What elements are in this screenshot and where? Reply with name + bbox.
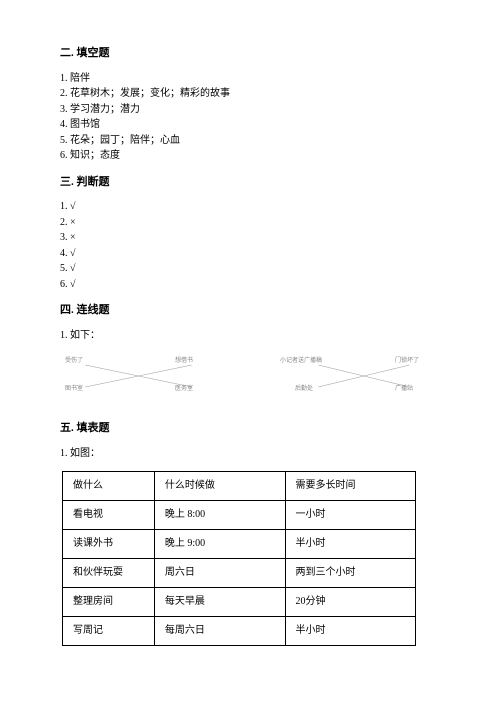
table-cell: 写周记 <box>63 617 155 646</box>
table-cell: 读课外书 <box>63 530 155 559</box>
table-row: 读课外书 晚上 9:00 半小时 <box>63 530 416 559</box>
table-cell: 和伙伴玩耍 <box>63 559 155 588</box>
judge-item: 5. √ <box>60 261 445 277</box>
judge-item: 4. √ <box>60 246 445 262</box>
section4-title: 四. 连线题 <box>60 302 445 320</box>
table-cell: 一小时 <box>285 501 416 530</box>
match-label-bottom-right-a: 医务室 <box>175 385 193 395</box>
section4-prompt: 1. 如下： <box>60 328 445 344</box>
table-row: 写周记 每周六日 半小时 <box>63 617 416 646</box>
table-row: 整理房间 每天早晨 20分钟 <box>63 588 416 617</box>
matching-diagram: 受伤了 想借书 图书室 医务室 小记者送广播稿 门锁坏了 后勤处 广播站 <box>60 355 445 410</box>
fill-item: 1. 陪伴 <box>60 71 445 87</box>
table-header: 需要多长时间 <box>285 472 416 501</box>
fill-item: 3. 学习潜力；潜力 <box>60 102 445 118</box>
table-cell: 每天早晨 <box>154 588 285 617</box>
table-cell: 每周六日 <box>154 617 285 646</box>
section5-title: 五. 填表题 <box>60 420 445 438</box>
section2-items: 1. 陪伴 2. 花草树木；发展；变化；精彩的故事 3. 学习潜力；潜力 4. … <box>60 71 445 164</box>
table-row: 做什么 什么时候做 需要多长时间 <box>63 472 416 501</box>
section2-title: 二. 填空题 <box>60 45 445 63</box>
table-cell: 20分钟 <box>285 588 416 617</box>
fill-item: 2. 花草树木；发展；变化；精彩的故事 <box>60 86 445 102</box>
match-label-bottom-left-b: 后勤处 <box>295 385 313 395</box>
fill-item: 4. 图书馆 <box>60 117 445 133</box>
table-header: 做什么 <box>63 472 155 501</box>
table-cell: 周六日 <box>154 559 285 588</box>
match-label-top-right-a: 想借书 <box>175 357 193 367</box>
table-cell: 两到三个小时 <box>285 559 416 588</box>
section3-items: 1. √ 2. × 3. × 4. √ 5. √ 6. √ <box>60 199 445 292</box>
table-cell: 半小时 <box>285 530 416 559</box>
match-label-top-left-a: 受伤了 <box>65 357 83 367</box>
judge-item: 6. √ <box>60 277 445 293</box>
match-label-top-right-b: 门锁坏了 <box>395 357 419 367</box>
table-row: 看电视 晚上 8:00 一小时 <box>63 501 416 530</box>
matching-lines <box>60 355 445 410</box>
match-label-top-left-b: 小记者送广播稿 <box>280 357 322 367</box>
fill-item: 6. 知识；态度 <box>60 148 445 164</box>
table-header: 什么时候做 <box>154 472 285 501</box>
section5-prompt: 1. 如图： <box>60 446 445 462</box>
judge-item: 1. √ <box>60 199 445 215</box>
table-cell: 整理房间 <box>63 588 155 617</box>
table-cell: 半小时 <box>285 617 416 646</box>
judge-item: 3. × <box>60 230 445 246</box>
table-row: 和伙伴玩耍 周六日 两到三个小时 <box>63 559 416 588</box>
judge-item: 2. × <box>60 215 445 231</box>
match-label-bottom-left-a: 图书室 <box>65 385 83 395</box>
table-cell: 看电视 <box>63 501 155 530</box>
match-label-bottom-right-b: 广播站 <box>395 385 413 395</box>
fill-item: 5. 花朵；园丁；陪伴；心血 <box>60 133 445 149</box>
table-cell: 晚上 8:00 <box>154 501 285 530</box>
table-cell: 晚上 9:00 <box>154 530 285 559</box>
answer-table: 做什么 什么时候做 需要多长时间 看电视 晚上 8:00 一小时 读课外书 晚上… <box>62 471 416 646</box>
section3-title: 三. 判断题 <box>60 174 445 192</box>
